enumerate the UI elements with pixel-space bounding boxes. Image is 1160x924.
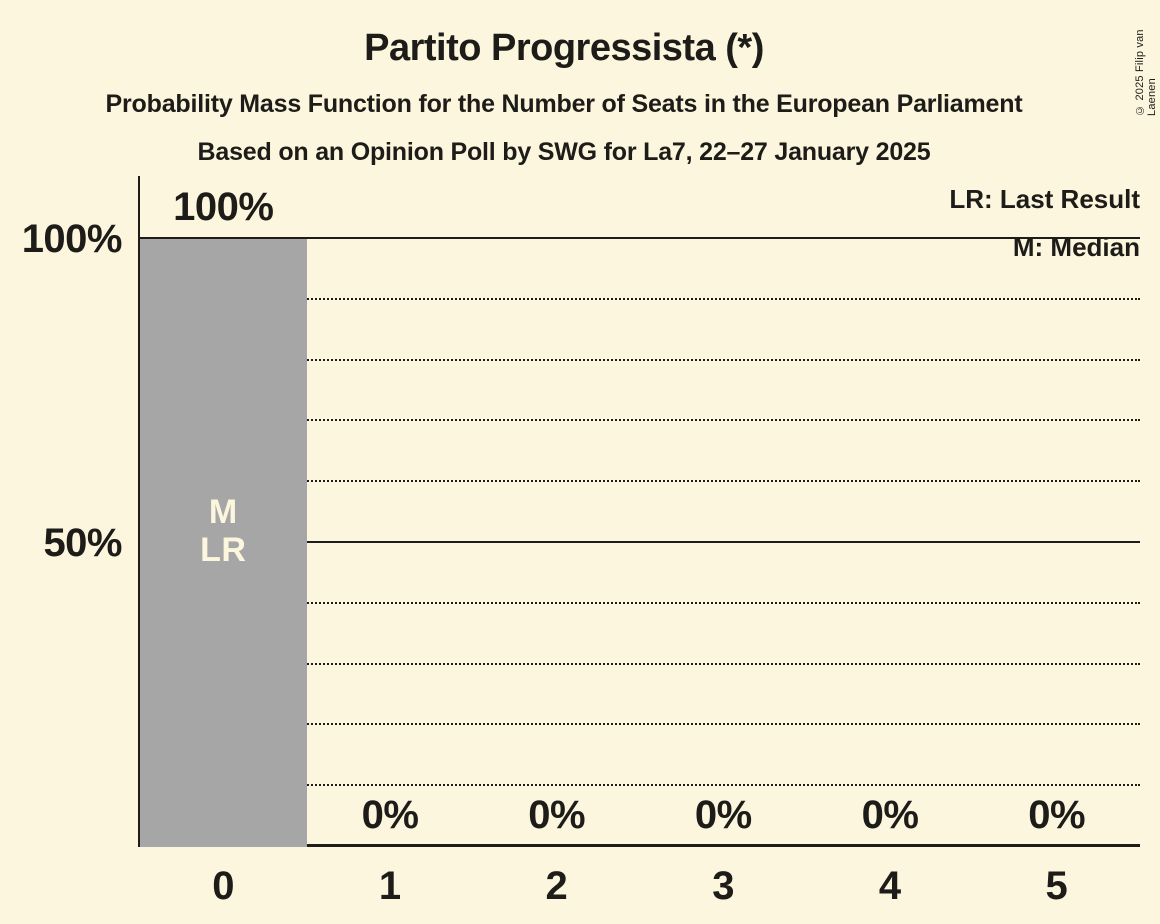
gridline-80pct [140, 358, 1140, 361]
gridline-90pct [140, 297, 1140, 300]
legend-median: M: Median [1012, 232, 1140, 262]
chart-title: Partito Progressista (*) [364, 27, 764, 69]
x-tick-label-3: 3 [712, 864, 735, 908]
gridline-10pct [140, 784, 1140, 787]
x-tick-label-2: 2 [545, 864, 568, 908]
bar-value-label-0: 100% [173, 185, 274, 229]
gridline-40pct [140, 601, 1140, 604]
bar-value-label-5: 0% [1028, 793, 1086, 837]
gridline-60pct [140, 480, 1140, 483]
annotation-lr: LR [200, 531, 247, 569]
bar-annotation-0: M LR [140, 493, 307, 569]
legend: LR: Last Result M: Median [949, 184, 1140, 280]
y-tick-label-100: 100% [21, 217, 123, 261]
gridline-30pct [140, 662, 1140, 665]
y-axis-line [138, 176, 140, 847]
x-tick-label-1: 1 [378, 864, 402, 908]
chart-source-line: Based on an Opinion Poll by SWG for La7,… [197, 138, 931, 166]
annotation-m: M [208, 493, 238, 531]
x-tick-label-5: 5 [1045, 864, 1068, 908]
gridline-70pct [140, 419, 1140, 422]
y-tick-label-50: 50% [43, 521, 122, 565]
chart-subtitle: Probability Mass Function for the Number… [105, 90, 1023, 118]
x-tick-label-4: 4 [878, 864, 902, 908]
bar-value-label-1: 0% [361, 793, 419, 837]
x-axis-line [138, 844, 1140, 847]
bar-seats-0 [140, 239, 307, 847]
x-tick-label-0: 0 [212, 864, 235, 908]
bar-value-label-2: 0% [528, 793, 586, 837]
legend-last-result: LR: Last Result [949, 184, 1140, 214]
bar-value-label-4: 0% [861, 793, 919, 837]
majorgridline-50pct [140, 541, 1140, 543]
majorgridline-100pct [140, 237, 1140, 239]
bar-value-label-3: 0% [694, 793, 752, 837]
gridline-20pct [140, 723, 1140, 726]
copyright-notice: © 2025 Filip van Laenen [1134, 29, 1158, 116]
plot-area: 100% 0% 0% 0% 0% 0% M LR [138, 176, 1140, 847]
